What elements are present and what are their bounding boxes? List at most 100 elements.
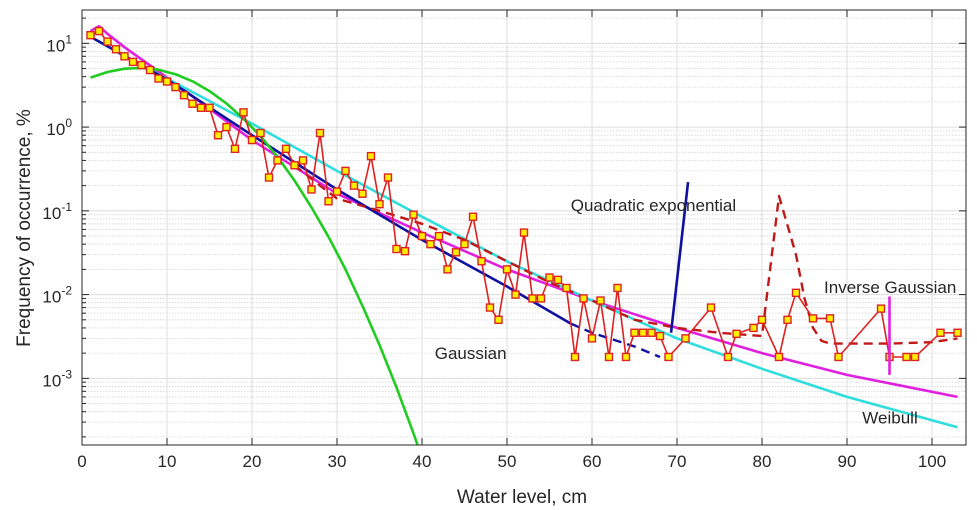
data-point (400, 246, 410, 256)
data-point (366, 151, 376, 161)
data-point (528, 294, 537, 303)
y-tick-label: 100 (46, 116, 72, 139)
data-point (604, 352, 614, 362)
data-point (213, 130, 223, 140)
y-tick-label: 10-2 (42, 284, 72, 307)
data-point (171, 82, 180, 92)
x-tick-label: 70 (668, 452, 687, 471)
data-point (647, 328, 656, 337)
data-point (783, 315, 792, 325)
data-point (749, 323, 758, 333)
data-point (902, 352, 911, 362)
data-point (409, 210, 418, 219)
data-point (834, 352, 843, 362)
x-tick-label: 90 (838, 452, 857, 471)
data-point (94, 26, 104, 36)
data-point (808, 314, 818, 323)
data-point (876, 304, 886, 313)
series-line-quadratic-exponential-extrapolated (570, 322, 661, 359)
data-point (910, 352, 920, 362)
data-point (349, 181, 359, 190)
data-point (324, 197, 333, 206)
data-point (111, 45, 121, 54)
minor-grid (82, 17, 966, 438)
data-point (757, 315, 767, 325)
data-point (502, 265, 512, 274)
data-point (630, 328, 639, 337)
data-point (290, 161, 299, 170)
x-tick-label: 10 (158, 452, 177, 471)
data-point (621, 352, 631, 362)
data-point (511, 290, 520, 299)
x-tick-label: 30 (328, 452, 347, 471)
data-point (375, 200, 384, 209)
x-tick-label: 60 (583, 452, 602, 471)
data-point (332, 187, 342, 196)
data-point (417, 231, 427, 241)
annotation-quadratic-exponential: Quadratic exponential (571, 196, 736, 215)
x-tick-label: 50 (498, 452, 517, 471)
data-point (468, 212, 478, 221)
data-point (596, 296, 605, 305)
data-point (315, 128, 325, 138)
data-point (120, 52, 129, 61)
data-point (825, 314, 835, 323)
data-point (154, 74, 163, 83)
annotation-layer: Quadratic exponential Inverse Gaussian Gau… (435, 182, 956, 427)
data-point (638, 328, 648, 337)
annotation-inverse-gaussian: Inverse Gaussian (824, 278, 956, 297)
y-axis-label: Frequency of occurrence, % (14, 109, 35, 347)
data-point (307, 185, 316, 194)
data-point (706, 303, 716, 312)
data-point (562, 283, 571, 293)
data-point (196, 103, 206, 112)
x-tick-label: 0 (77, 452, 86, 471)
data-point (426, 239, 435, 249)
annotation-weibull: Weibull (862, 408, 917, 427)
data-point (774, 352, 784, 362)
data-point (162, 77, 172, 86)
y-tick-label: 10-3 (42, 367, 72, 390)
series-layer (86, 24, 962, 445)
data-point (953, 328, 962, 337)
axes-layer (81, 9, 967, 446)
data-point (936, 328, 945, 337)
data-point (451, 248, 461, 257)
y-tick-label: 101 (46, 32, 72, 55)
data-point (128, 57, 138, 67)
data-point (392, 244, 401, 254)
data-point (188, 99, 197, 108)
data-point (791, 288, 801, 298)
data-point (239, 108, 248, 117)
axes-box (81, 9, 967, 446)
x-tick-label: 100 (918, 452, 946, 471)
data-point (681, 334, 690, 343)
x-axis-label: Water level, cm (457, 487, 587, 508)
data-point (222, 122, 231, 132)
data-point (655, 331, 665, 341)
data-point (103, 37, 112, 46)
data-point (579, 294, 588, 303)
data-point (553, 275, 563, 285)
data-point (477, 257, 486, 266)
data-point (434, 231, 444, 241)
data-point (145, 65, 155, 75)
data-point (570, 352, 580, 362)
data-point (179, 91, 189, 100)
data-point (460, 239, 469, 249)
data-point (264, 173, 274, 182)
x-tick-label: 20 (243, 452, 262, 471)
data-point (273, 156, 282, 165)
data-point (341, 166, 350, 176)
data-point (545, 273, 554, 282)
x-tick-label: 40 (413, 452, 432, 471)
series-line-inverse-gaussian (89, 24, 958, 399)
data-point (587, 334, 597, 343)
annotation-gaussian: Gaussian (435, 344, 507, 363)
data-point (383, 173, 393, 182)
data-point (443, 265, 452, 274)
data-point (86, 31, 95, 40)
data-point (281, 144, 291, 154)
data-point (298, 156, 308, 165)
